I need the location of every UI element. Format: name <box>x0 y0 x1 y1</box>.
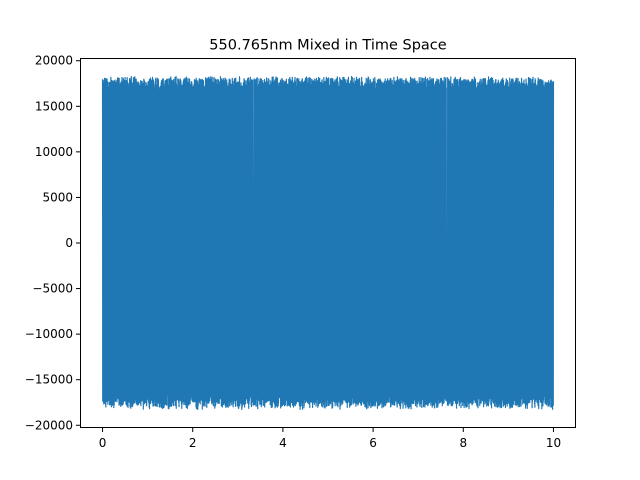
y-tick-label: −15000 <box>25 373 73 387</box>
x-tick-label: 6 <box>369 436 377 450</box>
y-tick-label: −10000 <box>25 327 73 341</box>
signal-series <box>101 75 555 411</box>
y-tick-label: −20000 <box>25 418 73 432</box>
chart-title: 550.765nm Mixed in Time Space <box>209 38 446 54</box>
signal-line <box>101 75 555 411</box>
x-tick-label: 4 <box>279 436 287 450</box>
y-tick-label: 15000 <box>35 99 73 113</box>
y-tick-label: −5000 <box>32 282 73 296</box>
x-tick-label: 0 <box>99 436 107 450</box>
y-tick-label: 10000 <box>35 145 73 159</box>
x-tick-label: 10 <box>546 436 561 450</box>
x-axis: 0 2 4 6 8 10 <box>99 428 561 450</box>
y-tick-label: 5000 <box>42 190 73 204</box>
x-tick-label: 8 <box>459 436 467 450</box>
x-tick-label: 2 <box>189 436 197 450</box>
plot-frame <box>80 58 576 428</box>
y-tick-label: 0 <box>65 236 73 250</box>
y-tick-label: 20000 <box>35 54 73 68</box>
y-axis: −20000 −15000 −10000 −5000 0 5000 10000 15000 20… <box>25 54 80 432</box>
